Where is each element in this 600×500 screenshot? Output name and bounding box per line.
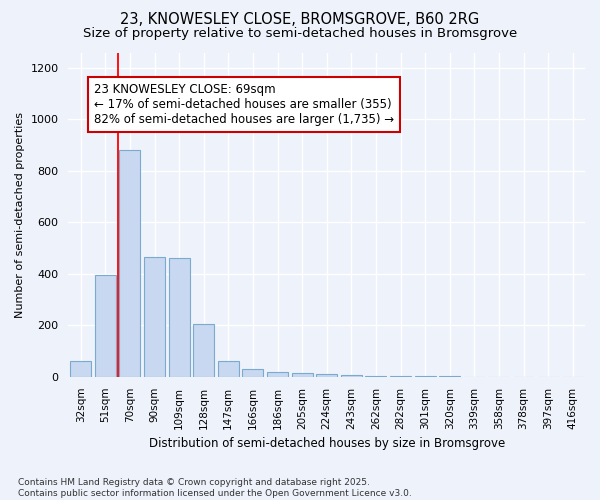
Bar: [242, 369, 263, 377]
Bar: [365, 376, 386, 377]
Bar: [415, 376, 436, 377]
Text: Size of property relative to semi-detached houses in Bromsgrove: Size of property relative to semi-detach…: [83, 28, 517, 40]
Bar: [218, 361, 239, 377]
Bar: [390, 376, 411, 377]
Bar: [119, 150, 140, 377]
Bar: [292, 374, 313, 377]
Bar: [193, 324, 214, 377]
Bar: [144, 257, 165, 377]
Bar: [169, 258, 190, 377]
Bar: [439, 376, 460, 377]
Bar: [341, 375, 362, 377]
Text: 23 KNOWESLEY CLOSE: 69sqm
← 17% of semi-detached houses are smaller (355)
82% of: 23 KNOWESLEY CLOSE: 69sqm ← 17% of semi-…: [94, 84, 394, 126]
X-axis label: Distribution of semi-detached houses by size in Bromsgrove: Distribution of semi-detached houses by …: [149, 437, 505, 450]
Text: 23, KNOWESLEY CLOSE, BROMSGROVE, B60 2RG: 23, KNOWESLEY CLOSE, BROMSGROVE, B60 2RG: [121, 12, 479, 28]
Text: Contains HM Land Registry data © Crown copyright and database right 2025.
Contai: Contains HM Land Registry data © Crown c…: [18, 478, 412, 498]
Y-axis label: Number of semi-detached properties: Number of semi-detached properties: [15, 112, 25, 318]
Bar: [95, 275, 116, 377]
Bar: [267, 372, 288, 377]
Bar: [316, 374, 337, 377]
Bar: [70, 362, 91, 377]
